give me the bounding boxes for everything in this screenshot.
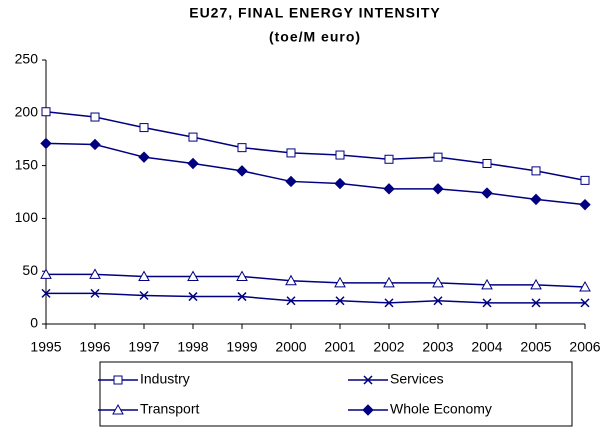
marker [40, 268, 52, 279]
marker [188, 292, 198, 302]
series-line [45, 142, 586, 206]
marker [433, 296, 443, 306]
marker [89, 138, 101, 151]
legend-label: Transport [140, 401, 200, 417]
marker [580, 175, 590, 185]
marker [384, 298, 394, 308]
marker [530, 193, 542, 206]
x-tick-label: 2004 [471, 339, 502, 355]
y-tick-label: 100 [15, 209, 39, 225]
marker [139, 290, 149, 301]
series-line [45, 110, 586, 182]
marker [363, 375, 373, 385]
x-tick-label: 2005 [520, 339, 551, 355]
marker [482, 158, 492, 168]
y-tick-label: 200 [15, 104, 39, 120]
legend-box [99, 361, 573, 427]
marker [286, 296, 296, 306]
marker [481, 278, 493, 290]
marker [482, 298, 492, 308]
marker [531, 298, 541, 308]
marker [432, 183, 444, 195]
series-line [46, 292, 585, 304]
x-tick-label: 1997 [128, 339, 159, 355]
marker [187, 157, 199, 170]
legend-label: Whole Economy [390, 401, 492, 417]
marker [138, 151, 150, 163]
marker [286, 148, 296, 158]
marker [383, 183, 395, 195]
marker [237, 292, 247, 302]
x-tick-label: 2000 [275, 339, 306, 355]
y-tick-label: 0 [30, 315, 38, 331]
marker [89, 268, 101, 279]
marker [481, 187, 493, 199]
marker [580, 298, 590, 308]
marker [113, 375, 123, 385]
marker [335, 150, 345, 160]
x-tick-label: 1995 [30, 339, 61, 355]
marker [90, 112, 100, 122]
marker [236, 165, 248, 177]
marker [433, 152, 443, 162]
marker [362, 404, 374, 416]
marker [530, 278, 542, 290]
y-tick-label: 250 [15, 51, 39, 67]
series-line [46, 273, 586, 288]
marker [40, 137, 52, 150]
x-tick-label: 2001 [324, 339, 355, 355]
marker [579, 198, 591, 211]
marker [285, 175, 297, 188]
x-tick-label: 1996 [79, 339, 110, 355]
marker [334, 177, 346, 190]
y-tick-label: 50 [22, 262, 38, 278]
marker [384, 154, 394, 164]
legend-label: Industry [140, 371, 190, 387]
x-tick-label: 1999 [226, 339, 257, 355]
marker [90, 288, 100, 298]
chart-title: EU27, FINAL ENERGY INTENSITY [189, 5, 441, 21]
x-tick-label: 2002 [373, 339, 404, 355]
marker [335, 296, 345, 306]
marker [285, 274, 297, 286]
y-tick-label: 150 [15, 156, 39, 172]
marker [187, 270, 199, 281]
marker [188, 132, 198, 142]
x-tick-label: 2006 [569, 339, 600, 355]
legend-label: Services [390, 371, 444, 387]
marker [41, 107, 51, 117]
x-tick-label: 2003 [422, 339, 453, 355]
marker [138, 270, 150, 281]
marker [531, 166, 541, 176]
marker [383, 276, 395, 288]
x-tick-label: 1998 [177, 339, 208, 355]
marker [334, 276, 346, 288]
chart-subtitle: (toe/M euro) [269, 29, 361, 45]
marker [237, 143, 247, 153]
marker [579, 281, 591, 292]
marker [236, 270, 248, 281]
marker [139, 123, 149, 133]
marker [112, 403, 124, 415]
marker [41, 288, 51, 298]
marker [432, 276, 444, 288]
